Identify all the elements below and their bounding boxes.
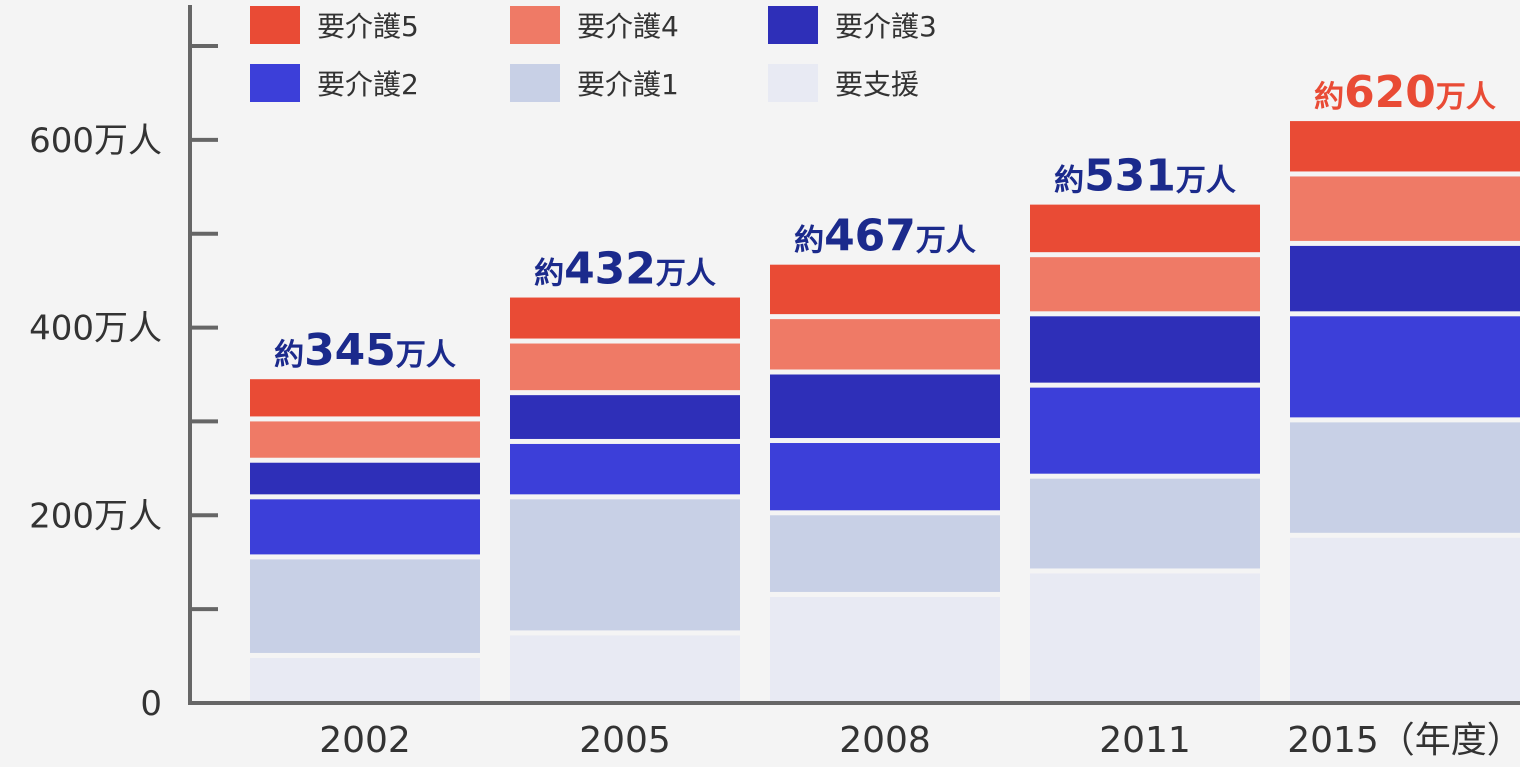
bar-segment bbox=[770, 515, 1000, 592]
bar-segment bbox=[1030, 478, 1260, 569]
legend-label: 要介護4 bbox=[577, 10, 679, 43]
bar-segment bbox=[1030, 257, 1260, 312]
legend-swatch bbox=[768, 64, 818, 102]
bar-segment bbox=[770, 443, 1000, 511]
bar-segment bbox=[1290, 176, 1520, 241]
y-tick-label: 0 bbox=[140, 684, 162, 724]
bar-segment bbox=[770, 596, 1000, 703]
bar-segment bbox=[250, 499, 480, 555]
bar-segment bbox=[510, 343, 740, 391]
legend-swatch bbox=[250, 64, 300, 102]
total-label: 約620万人 bbox=[1314, 67, 1496, 118]
legend-label: 要介護1 bbox=[577, 68, 679, 101]
bar-segment bbox=[250, 559, 480, 653]
y-tick-label: 400万人 bbox=[29, 309, 162, 349]
bar-segment bbox=[510, 499, 740, 631]
total-label: 約467万人 bbox=[794, 211, 976, 262]
legend-label: 要介護5 bbox=[317, 10, 419, 43]
bar-segment bbox=[770, 374, 1000, 439]
bar-segment bbox=[250, 657, 480, 703]
total-label: 約345万人 bbox=[274, 325, 456, 376]
bar-segment bbox=[250, 462, 480, 495]
bar-segment bbox=[1030, 387, 1260, 474]
bar-segment bbox=[1030, 204, 1260, 253]
legend-swatch bbox=[510, 64, 560, 102]
y-tick-label: 600万人 bbox=[29, 121, 162, 161]
bar-segment bbox=[250, 379, 480, 417]
x-tick-label: 2015（年度） bbox=[1287, 720, 1520, 761]
x-tick-label: 2005 bbox=[579, 720, 671, 761]
bar-segment bbox=[770, 264, 1000, 315]
legend-label: 要介護3 bbox=[835, 10, 937, 43]
bar-segment bbox=[1030, 316, 1260, 383]
bar-segment bbox=[1290, 537, 1520, 703]
legend-label: 要介護2 bbox=[317, 68, 419, 101]
x-tick-label: 2002 bbox=[319, 720, 411, 761]
x-tick-label: 2011 bbox=[1099, 720, 1191, 761]
bar-segment bbox=[510, 297, 740, 339]
bar-segment bbox=[770, 319, 1000, 370]
y-tick-label: 200万人 bbox=[29, 496, 162, 536]
bar-segment bbox=[510, 443, 740, 495]
legend-label: 要支援 bbox=[835, 68, 919, 101]
x-tick-label: 2008 bbox=[839, 720, 931, 761]
legend-swatch bbox=[250, 6, 300, 44]
bar-segment bbox=[510, 395, 740, 439]
total-label: 約432万人 bbox=[534, 244, 716, 295]
legend-swatch bbox=[768, 6, 818, 44]
bar-segment bbox=[1290, 245, 1520, 312]
bar-segment bbox=[1290, 422, 1520, 533]
bar-segment bbox=[1290, 121, 1520, 172]
bar-segment bbox=[510, 635, 740, 703]
total-label: 約531万人 bbox=[1054, 151, 1236, 202]
bar-segment bbox=[1290, 316, 1520, 418]
bar-segment bbox=[1030, 573, 1260, 703]
legend-swatch bbox=[510, 6, 560, 44]
bar-segment bbox=[250, 421, 480, 458]
